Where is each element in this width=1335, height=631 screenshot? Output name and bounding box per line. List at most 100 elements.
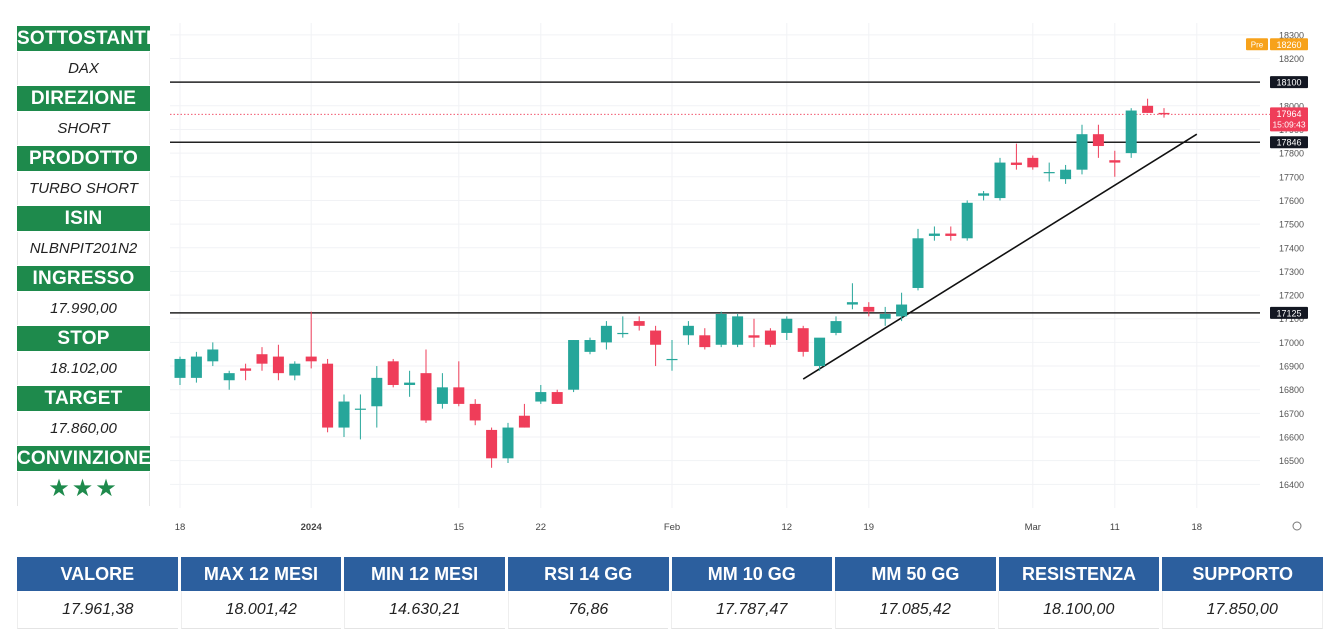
x-tick-label: 15 [454,522,465,533]
candle-body [420,373,432,421]
candle-body [1125,110,1137,154]
table-header-cell: MAX 12 MESI [180,557,342,591]
table-header-cell: RESISTENZA [998,557,1160,591]
sidebar-label-ingresso: INGRESSO [17,266,150,291]
table-value-cell: 18.001,42 [180,591,341,629]
table-value-cell: 17.850,00 [1161,591,1323,629]
table-header-cell: MM 50 GG [835,557,996,591]
candle-body [486,429,498,459]
candle-body [338,401,350,428]
level-badge [1270,306,1308,319]
candle-body [1092,134,1104,147]
y-tick-label: 18000 [1279,101,1304,111]
table-header-cell: SUPPORTO [1162,557,1323,591]
pre-market-tag [1246,38,1268,51]
last-price-value: 17964 [1276,109,1301,119]
sidebar-value-prodotto: TURBO SHORT [17,172,150,205]
table-value-cell: 76,86 [507,591,668,629]
y-tick-label: 17600 [1279,196,1304,206]
x-tick-label: Feb [664,522,680,533]
x-tick-label: 11 [1110,522,1120,533]
sidebar-label-direzione: DIREZIONE [17,86,150,111]
x-tick-label: 18 [1192,522,1203,533]
y-tick-label: 16400 [1279,480,1304,490]
y-tick-label: 18200 [1279,54,1304,64]
x-tick-label: 2024 [301,522,323,533]
table-header-cell: MM 10 GG [671,557,833,591]
y-tick-label: 17700 [1279,172,1304,182]
chart-svg: 16400 16500 16600 16700 16800 16900 17000 17100… [170,23,1308,533]
table-value-cell: 18.100,00 [998,591,1159,629]
table-value-cell: 17.085,42 [834,591,995,629]
x-tick-label: 22 [536,522,547,533]
sidebar-value-isin: NLBNPIT201N2 [17,232,150,265]
candle-body [830,321,842,333]
y-tick-label: 17300 [1279,267,1304,277]
level-label: 17125 [1276,308,1301,318]
candle-body [207,349,219,362]
candle-body [666,358,678,361]
sidebar-label-target: TARGET [17,386,150,411]
conviction-stars: ★★★ [17,472,150,506]
candle-body [174,358,186,378]
summary-sidebar: SOTTOSTANTE DAX DIREZIONE SHORT PRODOTTO TURB… [17,26,159,507]
y-tick-label: 16800 [1279,385,1304,395]
indicators-table: VALORE MAX 12 MESI MIN 12 MESI RSI 14 GG MM … [17,557,1323,629]
sidebar-value-stop: 18.102,00 [17,352,150,385]
sidebar-label-prodotto: PRODOTTO [17,146,150,171]
candle-body [535,392,547,402]
candle-body [896,304,908,317]
candle-body [682,325,694,336]
candle-body [928,233,940,236]
candle-body [371,377,383,407]
candle-body [912,238,924,288]
candle-body [846,302,858,305]
table-value-cell: 17.787,47 [671,591,832,629]
candlestick-chart: 16400 16500 16600 16700 16800 16900 17000 17100… [160,18,1320,543]
candle-body [617,332,629,335]
candle-body [322,363,334,428]
candle-body [699,335,711,348]
candle-body [1109,160,1121,163]
candle-body [781,318,793,333]
candle-body [1060,169,1072,180]
sidebar-label-stop: STOP [17,326,150,351]
y-tick-label: 17500 [1279,220,1304,230]
x-tick-label: 19 [864,522,875,533]
x-tick-label: 18 [175,522,186,533]
candle-body [354,408,366,410]
level-label: 18100 [1276,78,1301,88]
table-header-cell: RSI 14 GG [507,557,669,591]
candle-body [715,314,727,345]
x-tick-label: 12 [782,522,793,533]
sidebar-value-target: 17.860,00 [17,412,150,445]
y-tick-label: 16700 [1279,409,1304,419]
candle-body [945,233,957,236]
last-price-countdown: 15:09:43 [1272,119,1305,129]
y-tick-label: 16600 [1279,433,1304,443]
sidebar-label-isin: ISIN [17,206,150,231]
y-tick-label: 17800 [1279,149,1304,159]
candle-body [764,330,776,345]
candle-body [190,356,202,378]
candle-body [633,321,645,326]
sidebar-label-sottostante: SOTTOSTANTE [17,26,159,51]
candle-body [1010,162,1022,165]
candle-body [453,387,465,404]
pre-market-tag-label: Pre [1251,40,1264,49]
candle-body [436,387,448,404]
level-badge [1270,136,1308,149]
settings-icon [1292,521,1302,531]
candle-body [502,427,514,459]
y-tick-label: 17100 [1279,314,1304,324]
candle-body [748,335,760,338]
candle-body [404,382,416,385]
candle-body [551,392,563,404]
table-header-row: VALORE MAX 12 MESI MIN 12 MESI RSI 14 GG MM … [17,557,1323,591]
candle-body [600,325,612,343]
candle-body [305,356,317,362]
y-tick-label: 17000 [1279,338,1304,348]
candle-body [1076,134,1088,170]
candle-body [814,337,826,367]
pre-market-badge [1270,38,1308,51]
